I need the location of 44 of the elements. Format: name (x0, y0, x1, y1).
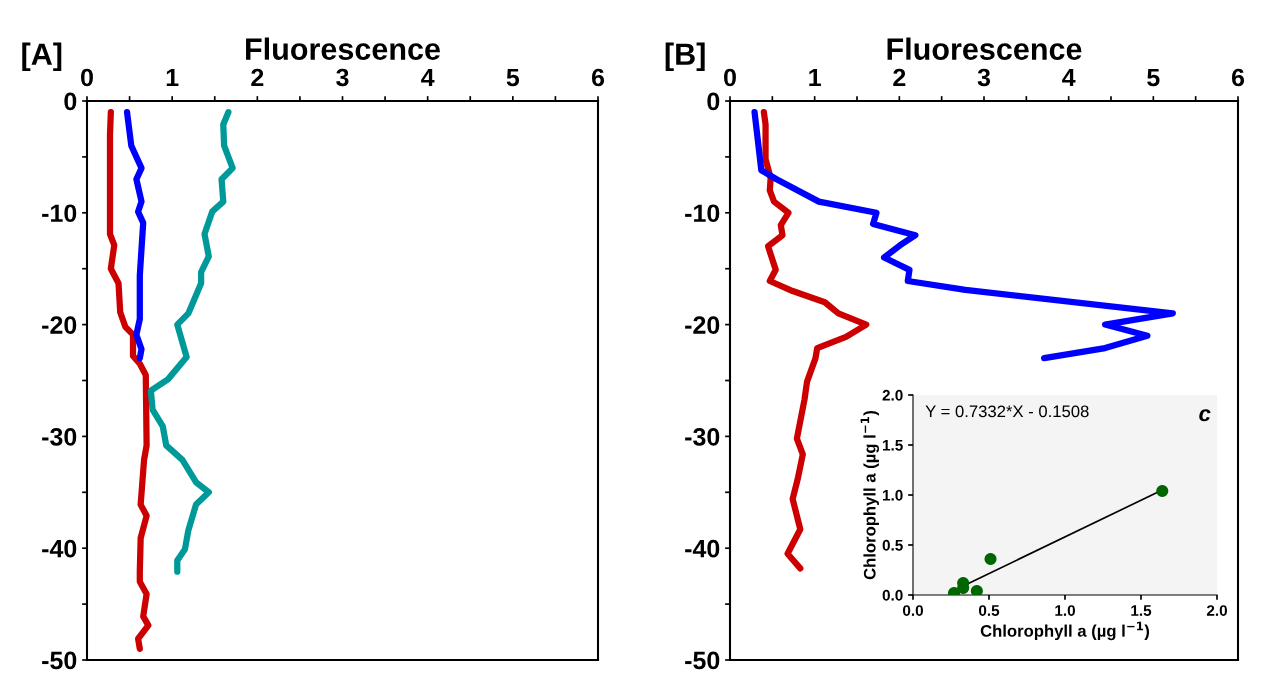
x-tick-label: 3 (336, 68, 349, 87)
y-tick-label: 0 (707, 92, 720, 111)
y-tick-label: 0.0 (882, 589, 903, 601)
y-tick-label: -20 (42, 316, 77, 334)
y-tick-label: -10 (42, 204, 77, 223)
x-tick-label: 2 (251, 68, 264, 87)
x-tick-label: 1.0 (1055, 605, 1075, 616)
annotation: c (1199, 409, 1211, 422)
x-tick-label: 1 (166, 68, 179, 87)
annotation: Y = 0.7332*X - 0.1508 (925, 405, 1089, 418)
x-axis-title: Fluorescence (887, 37, 1082, 60)
x-tick-label: 0.5 (978, 605, 1000, 616)
x-tick-label: 4 (1062, 68, 1076, 87)
y-tick-label: -30 (685, 428, 720, 446)
x-tick-label: 6 (591, 68, 605, 87)
x-tick-label: 4 (421, 68, 435, 87)
x-tick-label: 5 (1147, 68, 1160, 87)
y-tick-label: 2.0 (882, 389, 903, 401)
x-tick-label: 0 (724, 68, 736, 87)
x-tick-label: 2.0 (1206, 605, 1227, 616)
x-tick-label: 3 (977, 68, 991, 87)
y-tick-label: 0 (64, 92, 77, 111)
y-tick-label: 1.5 (883, 440, 903, 451)
y-tick-label: -30 (42, 428, 77, 446)
y-axis-title: Chlorophyll a (µg l$^{−1}$) (860, 410, 880, 580)
x-tick-label: 2 (893, 68, 906, 87)
y-tick-label: 1.0 (883, 489, 903, 501)
x-tick-label: 0.0 (902, 605, 923, 616)
y-tick-label: -20 (685, 316, 720, 334)
y-tick-label: -40 (685, 539, 720, 558)
x-tick-label: 5 (506, 68, 520, 87)
x-tick-label: 0 (81, 68, 93, 87)
x-tick-label: 1.5 (1131, 605, 1152, 616)
chart-title: [B] (665, 42, 705, 72)
y-tick-label: 0.5 (882, 539, 903, 551)
x-axis-title: Chlorophyll a (µg l$^{−1}$) (980, 621, 1150, 641)
x-tick-label: 6 (1231, 68, 1245, 87)
chart-title: [A] (22, 42, 62, 72)
x-axis-title: Fluorescence (246, 37, 440, 60)
y-tick-label: -40 (42, 539, 77, 558)
y-tick-label: -50 (42, 651, 77, 670)
y-tick-label: -10 (685, 204, 720, 223)
y-tick-label: -50 (685, 651, 720, 670)
x-tick-label: 1 (809, 68, 821, 87)
